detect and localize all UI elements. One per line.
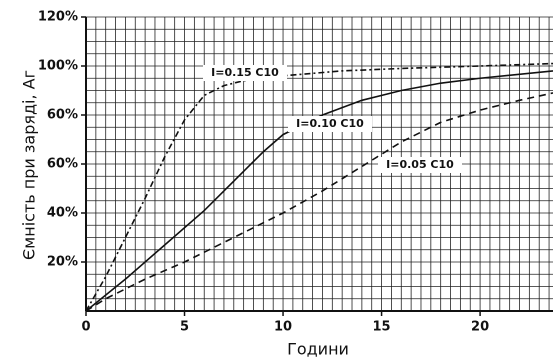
- series-label-box: [203, 65, 287, 81]
- y-tick-label: 120%: [38, 10, 78, 25]
- y-tick-label: 60%: [47, 157, 78, 172]
- x-tick-label: 5: [180, 320, 189, 335]
- x-tick-label: 15: [373, 320, 391, 335]
- y-tick-label: 60%: [47, 108, 78, 123]
- x-tick-label: 10: [274, 320, 292, 335]
- line: [85, 92, 553, 312]
- y-tick-label: 100%: [38, 59, 78, 74]
- series-label-box: [378, 157, 462, 173]
- x-tick-label: 0: [81, 320, 90, 335]
- y-tick-label: 40%: [47, 206, 78, 221]
- line: [85, 70, 553, 312]
- series-label: I=0.05 C10: [386, 158, 454, 171]
- y-axis-label: Ємність при заряді, Аг: [20, 70, 39, 260]
- x-axis-label: Години: [287, 340, 349, 359]
- series-label: I=0.10 C10: [296, 117, 364, 130]
- line: [85, 62, 553, 312]
- y-tick-label: 20%: [47, 255, 78, 270]
- x-tick-label: 20: [471, 320, 489, 335]
- series-label: I=0.15 C10: [211, 66, 279, 79]
- series-label-box: [288, 116, 372, 132]
